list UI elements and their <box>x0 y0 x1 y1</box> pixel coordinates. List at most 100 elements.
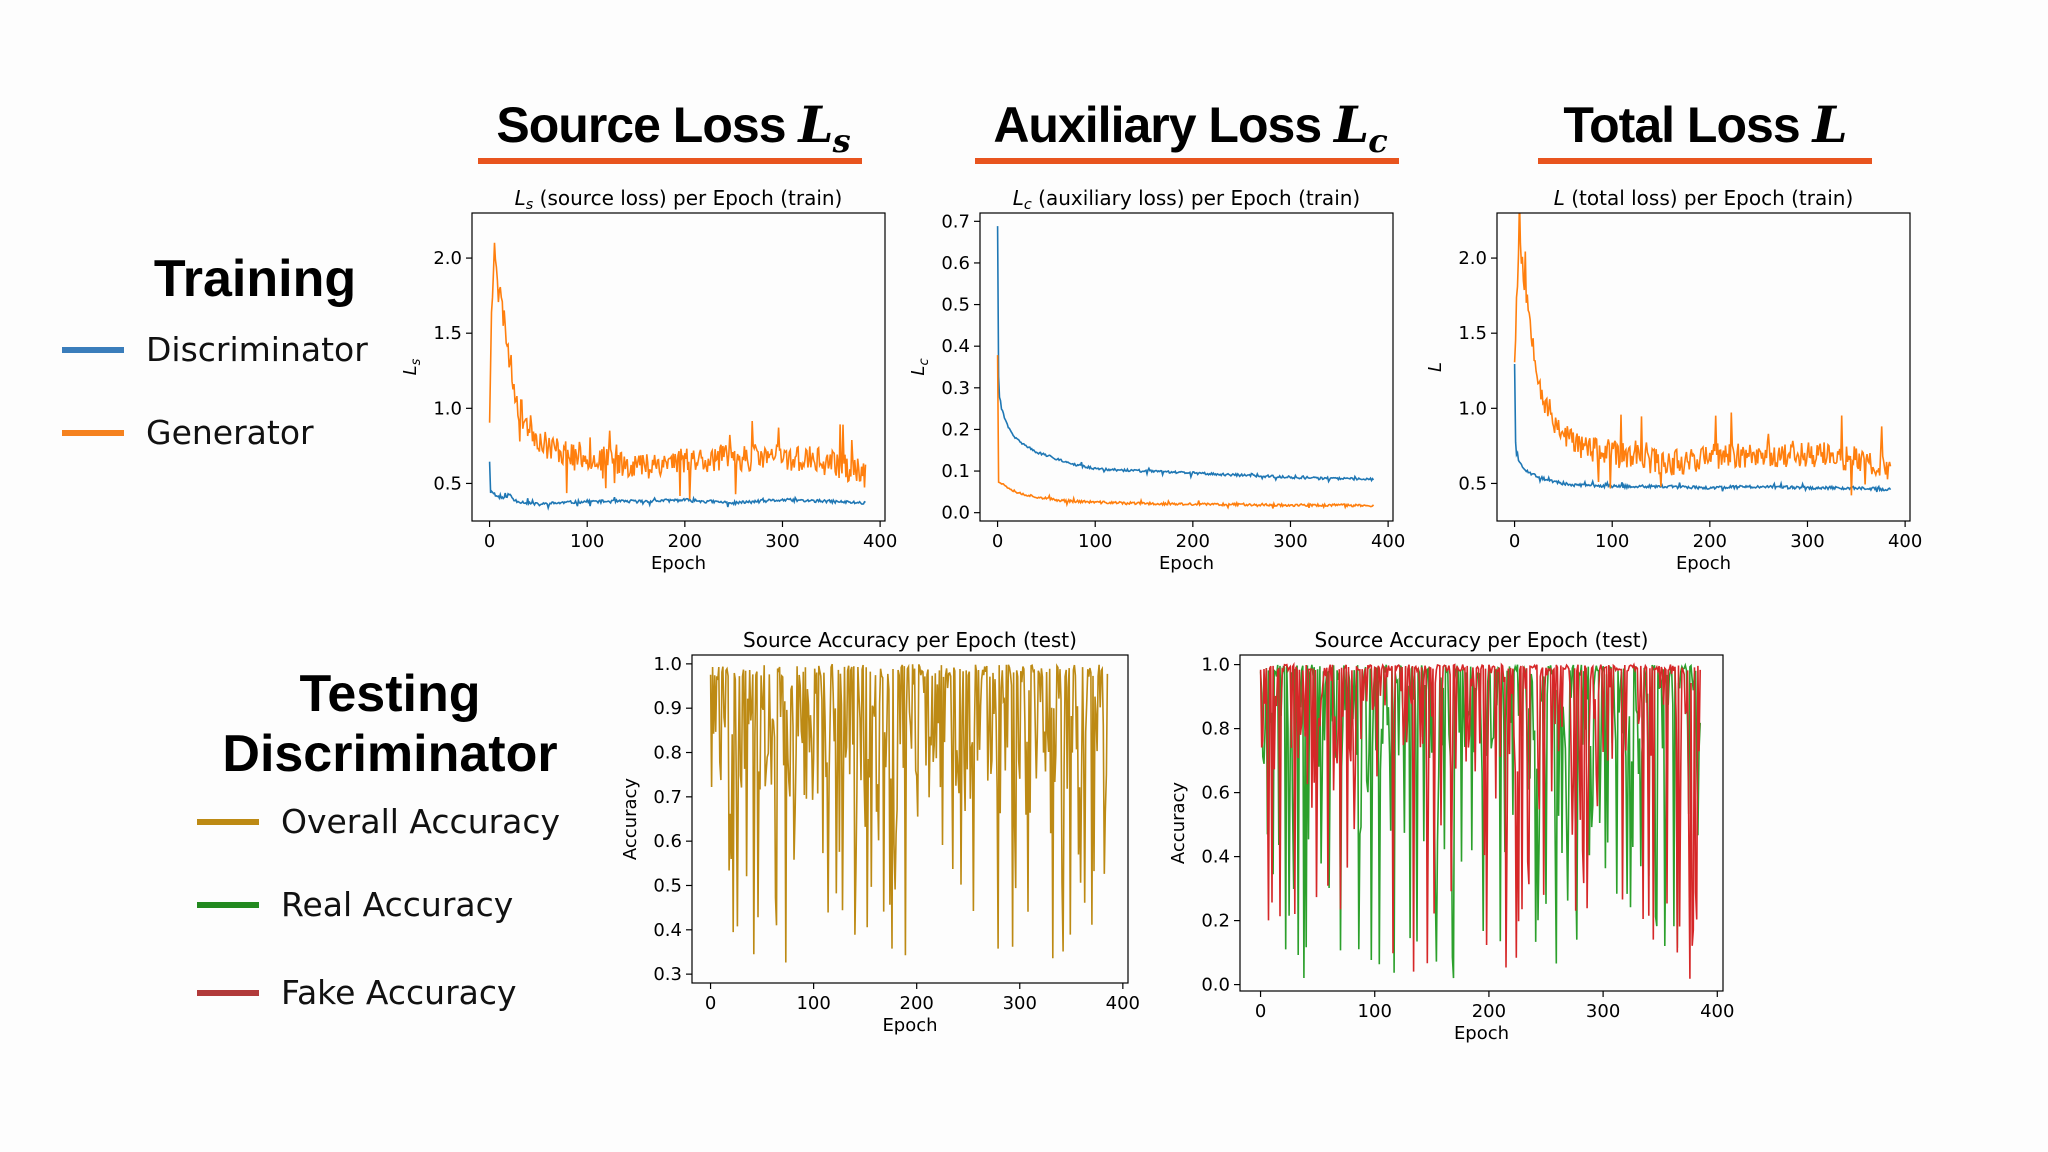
x-tick-label: 200 <box>668 531 702 552</box>
auxiliary-loss-header: Auxiliary Loss Lc <box>975 95 1405 160</box>
legend-overall-accuracy-label: Overall Accuracy <box>281 802 561 841</box>
x-tick-label: 300 <box>1003 993 1037 1014</box>
y-tick-label: 0.6 <box>653 831 682 852</box>
training-title: Training <box>153 250 357 308</box>
y-tick-label: 2.0 <box>433 248 462 269</box>
legend-discriminator: Discriminator <box>62 330 368 369</box>
x-tick-label: 400 <box>1106 993 1140 1014</box>
plot-frame <box>691 654 1129 984</box>
series-line-generator <box>996 355 1375 510</box>
x-tick-label: 0 <box>484 531 495 552</box>
x-tick-label: 300 <box>765 531 799 552</box>
x-tick-label: 200 <box>1693 531 1727 552</box>
x-tick-label: 100 <box>1358 1001 1392 1022</box>
chart-title: Ls (source loss) per Epoch (train) <box>515 186 843 213</box>
total-loss-underline <box>1538 158 1872 164</box>
x-tick-label: 0 <box>705 993 716 1014</box>
y-tick-label: 0.0 <box>1201 975 1230 996</box>
y-tick-label: 0.5 <box>653 875 682 896</box>
y-tick-label: 0.2 <box>1201 911 1230 932</box>
x-tick-label: 200 <box>900 993 934 1014</box>
plot-area: 0 100 200 300 400 0.5 1.0 1.5 2.0 Epoch Ls Ls (sour… <box>400 186 897 574</box>
auxiliary-loss-symbol: L <box>1334 95 1369 154</box>
y-tick-label: 0.6 <box>1201 783 1230 804</box>
y-tick-label: 1.5 <box>433 323 462 344</box>
y-tick-label: 1.0 <box>653 654 682 675</box>
y-axis-label: Accuracy <box>1168 782 1189 865</box>
total-loss-header-text: Total Loss <box>1563 97 1813 153</box>
testing-title-line1: Testing <box>299 665 481 723</box>
y-tick-label: 0.4 <box>941 336 970 357</box>
y-axis-label: Accuracy <box>620 778 641 861</box>
y-tick-label: 0.1 <box>941 461 970 482</box>
x-tick-label: 400 <box>1888 531 1922 552</box>
auxiliary-loss-underline <box>975 158 1399 164</box>
series-line-generator <box>488 242 867 500</box>
legend-real-accuracy-swatch <box>197 901 259 908</box>
y-tick-label: 1.0 <box>433 398 462 419</box>
auxiliary-loss-subscript: c <box>1368 122 1388 160</box>
x-tick-label: 300 <box>1586 1001 1620 1022</box>
y-tick-label: 0.7 <box>941 211 970 232</box>
y-tick-label: 0.6 <box>941 253 970 274</box>
x-tick-label: 200 <box>1176 531 1210 552</box>
x-tick-label: 100 <box>1595 531 1629 552</box>
series-line-generator <box>1513 213 1892 496</box>
plot-area: 0 100 200 300 400 0.5 1.0 1.5 2.0 Epoch L L (total … <box>1425 186 1922 574</box>
testing-title: Testing Discriminator <box>210 665 570 785</box>
y-tick-label: 0.8 <box>1201 719 1230 740</box>
x-axis-label: Epoch <box>1676 553 1731 574</box>
y-tick-label: 0.0 <box>941 503 970 524</box>
y-axis-label: Ls <box>400 358 424 375</box>
x-tick-label: 100 <box>796 993 830 1014</box>
x-tick-label: 100 <box>570 531 604 552</box>
y-axis-label: L <box>1425 362 1446 372</box>
series-line-discriminator <box>1513 363 1892 493</box>
x-tick-label: 400 <box>1700 1001 1734 1022</box>
legend-fake-accuracy: Fake Accuracy <box>197 973 517 1012</box>
x-tick-label: 400 <box>1371 531 1405 552</box>
y-tick-label: 0.3 <box>941 378 970 399</box>
plot-frame <box>1239 654 1724 992</box>
x-tick-label: 0 <box>992 531 1003 552</box>
auxiliary-loss-header-text: Auxiliary Loss <box>993 97 1335 153</box>
legend-discriminator-swatch <box>62 346 124 353</box>
plot-frame <box>979 212 1394 522</box>
plot-area: 0 100 200 300 400 0.3 0.4 0.5 0.6 0.7 0.8 0.9 1.0 Epo… <box>620 628 1140 1036</box>
y-tick-label: 0.4 <box>1201 847 1230 868</box>
y-tick-label: 0.7 <box>653 787 682 808</box>
chart-title: Source Accuracy per Epoch (test) <box>1315 628 1649 652</box>
plot-area: 0 100 200 300 400 0.0 0.1 0.2 0.3 0.4 0.5 0.6 0.7 Epo… <box>908 186 1405 574</box>
legend-generator: Generator <box>62 413 314 452</box>
x-tick-label: 200 <box>1472 1001 1506 1022</box>
legend-discriminator-label: Discriminator <box>146 330 368 369</box>
y-tick-label: 0.9 <box>653 698 682 719</box>
legend-overall-accuracy-swatch <box>197 818 259 825</box>
plot-frame <box>1496 212 1911 522</box>
x-axis-label: Epoch <box>882 1015 937 1036</box>
legend-fake-accuracy-swatch <box>197 989 259 996</box>
legend-real-accuracy: Real Accuracy <box>197 885 513 924</box>
source-loss-underline <box>478 158 862 164</box>
total-loss-symbol: L <box>1812 95 1848 154</box>
y-tick-label: 1.0 <box>1458 398 1487 419</box>
series-line-discriminator <box>996 226 1375 484</box>
series-line-fake-accuracy <box>1259 661 1701 979</box>
legend-generator-label: Generator <box>146 413 314 452</box>
source-loss-header: Source Loss Ls <box>478 95 868 160</box>
x-axis-label: Epoch <box>651 553 706 574</box>
testing-title-line2: Discriminator <box>222 724 558 783</box>
series-line-discriminator <box>488 461 866 511</box>
y-tick-label: 1.0 <box>1201 655 1230 676</box>
source-loss-header-text: Source Loss <box>496 97 799 153</box>
chart-title: L (total loss) per Epoch (train) <box>1554 186 1854 210</box>
x-tick-label: 0 <box>1255 1001 1266 1022</box>
plot-frame <box>471 212 886 522</box>
x-tick-label: 0 <box>1509 531 1520 552</box>
